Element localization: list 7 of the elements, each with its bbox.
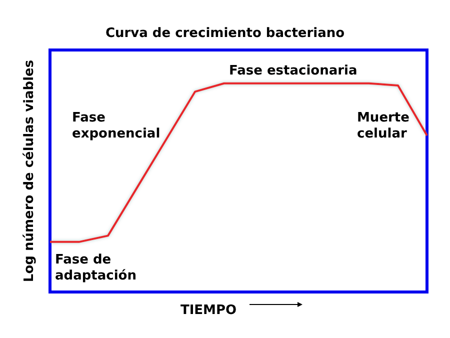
annotation: Fase exponencial bbox=[72, 110, 160, 142]
x-axis-title: TIEMPO bbox=[180, 303, 237, 318]
text: Fase estacionaria bbox=[229, 64, 358, 78]
chart-title: Curva de crecimiento bacteriano bbox=[105, 26, 345, 41]
annotation: Muerte celular bbox=[357, 110, 410, 142]
y-axis-title: Log número de células viables bbox=[22, 60, 37, 282]
annotation: Fase de adaptación bbox=[55, 252, 136, 284]
